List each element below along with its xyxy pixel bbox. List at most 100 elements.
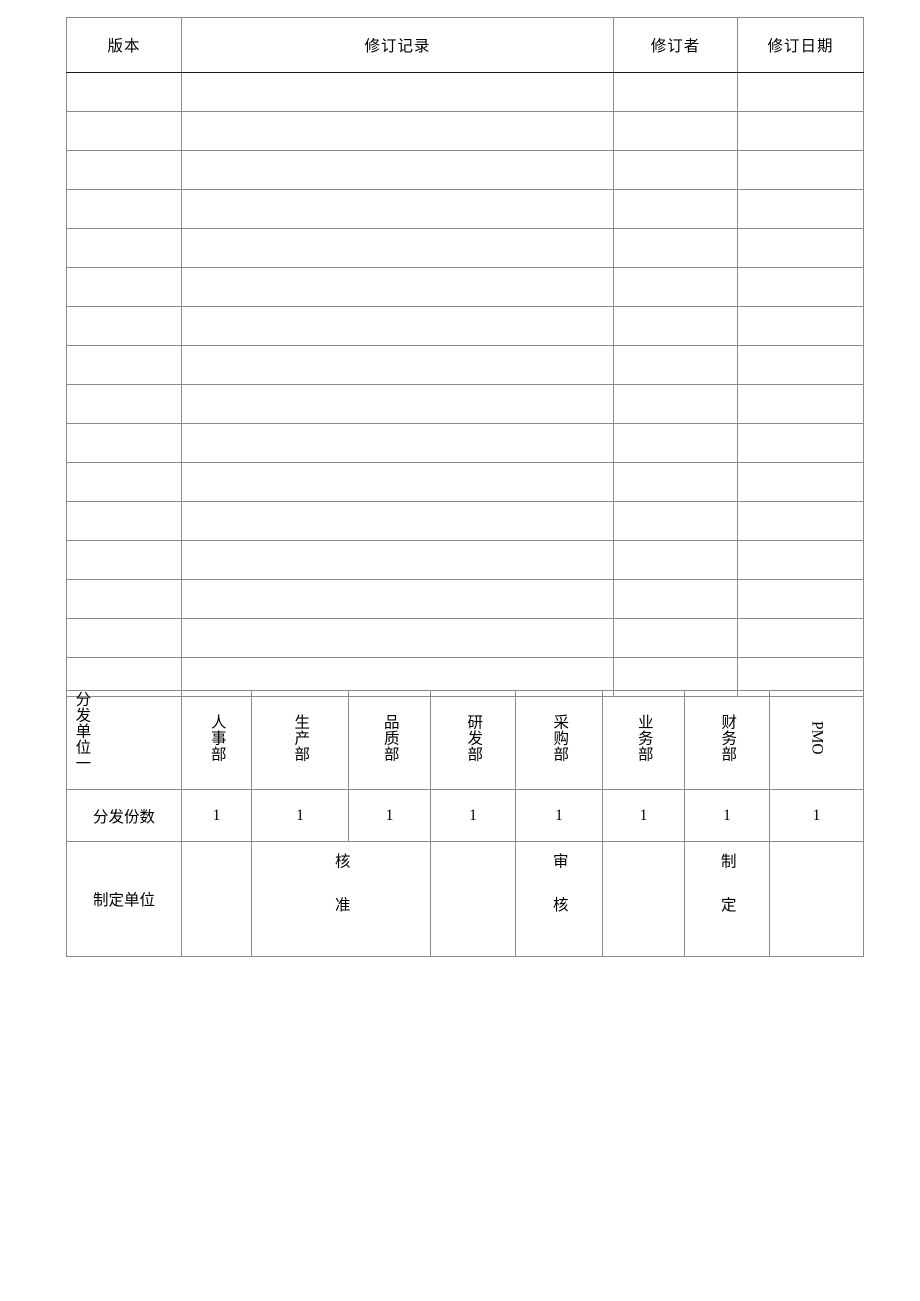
cell-revised-by[interactable]: [613, 618, 738, 658]
cell-version[interactable]: [66, 189, 182, 229]
cell-revised-by[interactable]: [613, 423, 738, 463]
cell-revised-by[interactable]: [613, 345, 738, 385]
table-row: [66, 111, 864, 151]
copies-count-cell[interactable]: 1: [515, 789, 603, 842]
cell-version[interactable]: [66, 267, 182, 307]
table-row: [66, 228, 864, 268]
cell-revision-log[interactable]: [181, 618, 614, 658]
cell-revised-by[interactable]: [613, 189, 738, 229]
cell-version[interactable]: [66, 579, 182, 619]
cell-revision-log[interactable]: [181, 540, 614, 580]
cell-revised-by[interactable]: [613, 111, 738, 151]
copies-count-cell[interactable]: 1: [251, 789, 349, 842]
copies-count-cell[interactable]: 1: [602, 789, 685, 842]
cell-revision-log[interactable]: [181, 384, 614, 424]
cell-revision-date[interactable]: [737, 306, 864, 346]
cell-revision-date[interactable]: [737, 267, 864, 307]
department-cell-pmo: PMO: [769, 690, 864, 790]
cell-revision-date[interactable]: [737, 72, 864, 112]
distribution-copies-label-cell: 分发份数: [66, 789, 182, 842]
cell-revision-date[interactable]: [737, 618, 864, 658]
cell-revision-date[interactable]: [737, 384, 864, 424]
cell-version[interactable]: [66, 618, 182, 658]
table-row: [66, 384, 864, 424]
cell-revision-log[interactable]: [181, 345, 614, 385]
cell-revised-by[interactable]: [613, 462, 738, 502]
department-cell-hr: 人事部: [181, 690, 252, 790]
cell-revision-date[interactable]: [737, 579, 864, 619]
copies-count-cell[interactable]: 1: [348, 789, 431, 842]
signature-blank-cell-2[interactable]: [430, 841, 516, 957]
cell-revised-by[interactable]: [613, 384, 738, 424]
cell-revision-date[interactable]: [737, 111, 864, 151]
cell-revision-log[interactable]: [181, 423, 614, 463]
cell-revised-by[interactable]: [613, 540, 738, 580]
cell-revision-log[interactable]: [181, 501, 614, 541]
approve-label-cell: 核准: [251, 841, 431, 957]
cell-revision-log[interactable]: [181, 189, 614, 229]
copies-count-cell[interactable]: 1: [181, 789, 252, 842]
cell-version[interactable]: [66, 384, 182, 424]
cell-revision-log[interactable]: [181, 579, 614, 619]
cell-revision-date[interactable]: [737, 345, 864, 385]
header-cell-revision-log: 修订记录: [181, 17, 614, 73]
cell-revised-by[interactable]: [613, 306, 738, 346]
table-row: [66, 72, 864, 112]
cell-revision-log[interactable]: [181, 306, 614, 346]
cell-version[interactable]: [66, 72, 182, 112]
table-row: [66, 462, 864, 502]
department-cell-quality: 品质部: [348, 690, 431, 790]
cell-revised-by[interactable]: [613, 72, 738, 112]
revision-table-header-row: 版本 修订记录 修订者 修订日期: [66, 17, 864, 73]
cell-revision-log[interactable]: [181, 267, 614, 307]
cell-revision-date[interactable]: [737, 540, 864, 580]
department-label: 采购部: [551, 713, 569, 762]
cell-version[interactable]: [66, 423, 182, 463]
distribution-units-label: 分发单位一: [73, 691, 91, 771]
cell-revised-by[interactable]: [613, 579, 738, 619]
approval-signature-row: 制定单位 核准 审核 制定: [66, 841, 864, 957]
cell-version[interactable]: [66, 540, 182, 580]
cell-version[interactable]: [66, 345, 182, 385]
copies-count-cell[interactable]: 1: [684, 789, 770, 842]
signature-blank-cell-1[interactable]: [181, 841, 252, 957]
cell-revised-by[interactable]: [613, 150, 738, 190]
copies-count-cell[interactable]: 1: [430, 789, 516, 842]
table-row: [66, 501, 864, 541]
cell-revision-date[interactable]: [737, 150, 864, 190]
table-row: [66, 423, 864, 463]
table-row: [66, 618, 864, 658]
cell-version[interactable]: [66, 462, 182, 502]
prepare-label-cell: 制定: [684, 841, 770, 957]
cell-version[interactable]: [66, 306, 182, 346]
department-cell-production: 生产部: [251, 690, 349, 790]
department-label: 研发部: [465, 713, 483, 762]
cell-revision-date[interactable]: [737, 189, 864, 229]
cell-revision-log[interactable]: [181, 111, 614, 151]
signature-blank-cell-4[interactable]: [769, 841, 864, 957]
copies-count-cell[interactable]: 1: [769, 789, 864, 842]
cell-version[interactable]: [66, 111, 182, 151]
table-row: [66, 540, 864, 580]
revision-history-table: 版本 修订记录 修订者 修订日期: [66, 17, 864, 697]
cell-revision-date[interactable]: [737, 228, 864, 268]
cell-version[interactable]: [66, 150, 182, 190]
signature-blank-cell-3[interactable]: [602, 841, 685, 957]
cell-version[interactable]: [66, 501, 182, 541]
cell-revision-date[interactable]: [737, 423, 864, 463]
cell-revision-log[interactable]: [181, 150, 614, 190]
cell-version[interactable]: [66, 228, 182, 268]
distribution-table: 分发单位一 人事部 生产部 品质部 研发部 采购部 业务部: [66, 690, 864, 957]
cell-revised-by[interactable]: [613, 501, 738, 541]
department-cell-rnd: 研发部: [430, 690, 516, 790]
cell-revised-by[interactable]: [613, 228, 738, 268]
department-label: 人事部: [208, 713, 226, 762]
cell-revision-date[interactable]: [737, 501, 864, 541]
cell-revision-log[interactable]: [181, 72, 614, 112]
cell-revision-log[interactable]: [181, 462, 614, 502]
cell-revision-log[interactable]: [181, 228, 614, 268]
cell-revised-by[interactable]: [613, 267, 738, 307]
cell-revision-date[interactable]: [737, 462, 864, 502]
header-cell-version: 版本: [66, 17, 182, 73]
review-label: 审核: [550, 853, 568, 940]
